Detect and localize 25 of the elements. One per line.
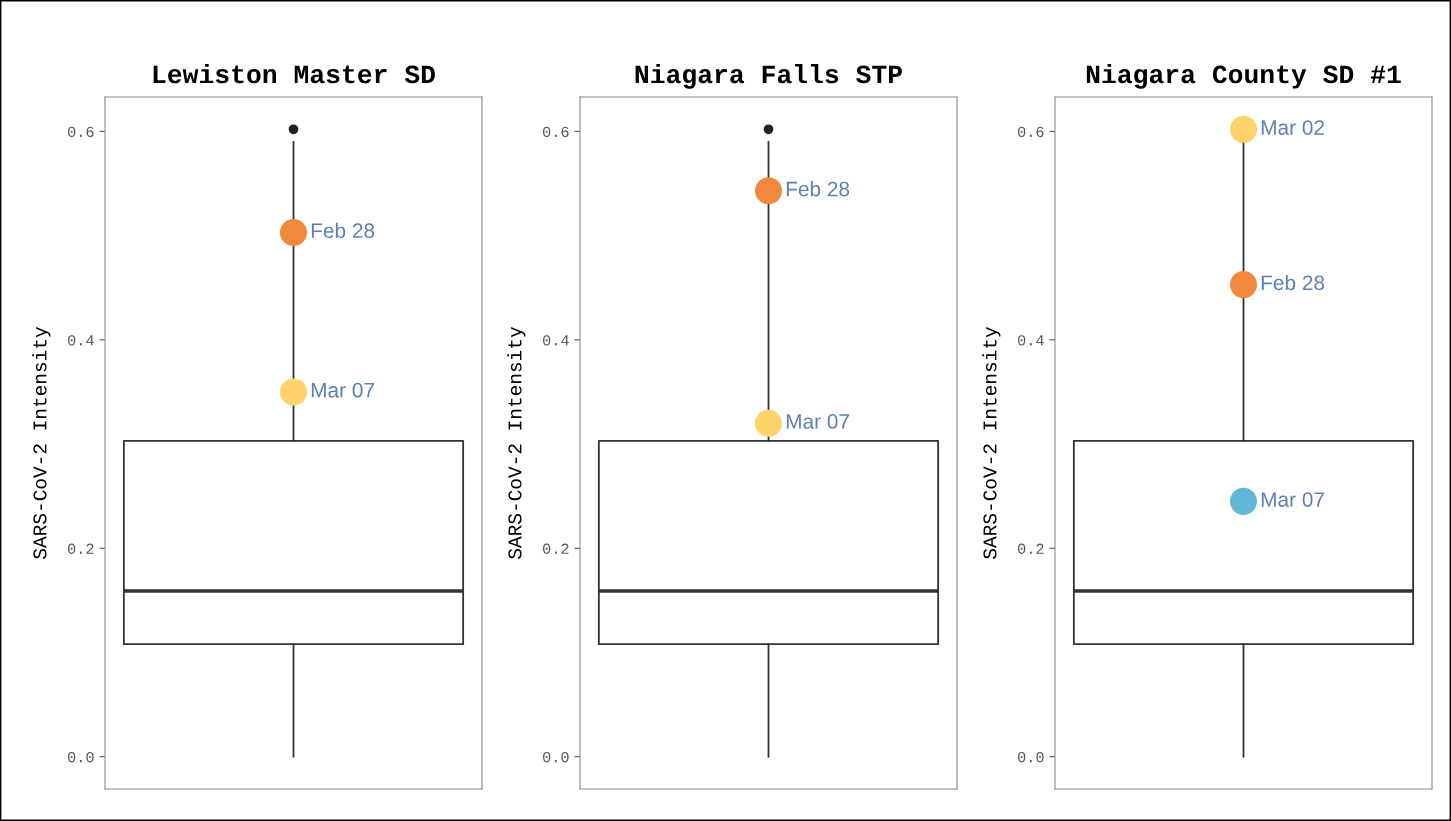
y-tick-label: 0.6: [543, 126, 569, 138]
y-tick-label: 0.4: [68, 335, 94, 346]
chart-title: Lewiston Master SD: [153, 63, 435, 84]
series-label: Feb 28: [311, 222, 375, 239]
y-tick-label: 0.4: [1018, 335, 1044, 346]
y-tick-label: 0.6: [1018, 126, 1044, 138]
y-tick-label: 0.0: [543, 752, 569, 763]
y-tick-label: 0.0: [1018, 752, 1044, 763]
chart-title: Niagara County SD #1: [1086, 63, 1401, 89]
y-axis-title: SARS-CoV-2 Intensity: [507, 326, 526, 559]
y-axis-title: SARS-CoV-2 Intensity: [32, 326, 51, 559]
y-tick-label: 0.2: [1018, 543, 1044, 554]
series-label: Mar 07: [311, 382, 374, 398]
series-label: Feb 28: [786, 181, 850, 197]
y-tick-label: 0.2: [68, 543, 94, 554]
series-label: Feb 28: [1261, 274, 1325, 291]
y-tick-label: 0.4: [543, 335, 569, 346]
y-tick-label: 0.2: [543, 543, 569, 554]
y-tick-label: 0.0: [68, 752, 94, 763]
chart-title: Niagara Falls STP: [635, 63, 902, 89]
series-label: Mar 07: [1261, 492, 1324, 507]
series-label: Mar 02: [1261, 120, 1324, 135]
y-tick-label: 0.6: [68, 126, 94, 138]
series-label: Mar 07: [786, 414, 849, 429]
y-axis-title: SARS-CoV-2 Intensity: [982, 326, 1001, 559]
